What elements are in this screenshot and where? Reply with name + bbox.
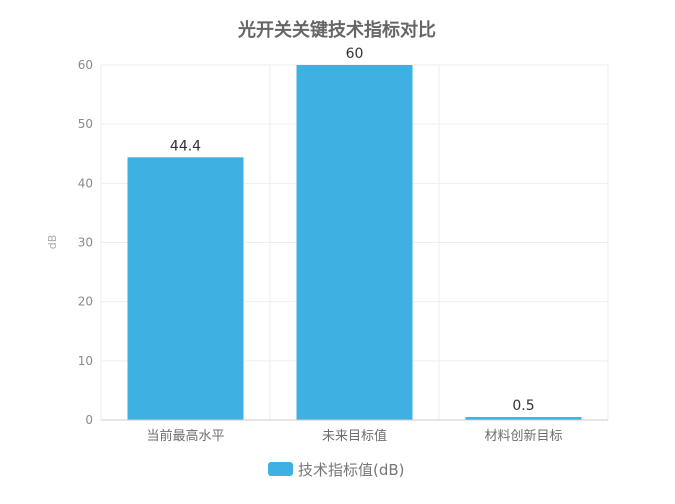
bar[interactable]: [127, 157, 244, 421]
y-tick-label: 50: [78, 117, 93, 131]
legend[interactable]: 技术指标值(dB): [268, 461, 405, 479]
x-tick-label: 未来目标值: [322, 428, 387, 444]
y-tick-label: 0: [85, 413, 93, 427]
legend-label[interactable]: 技术指标值(dB): [298, 461, 405, 479]
x-tick-label: 材料创新目标: [484, 428, 562, 444]
y-tick-label: 40: [78, 176, 93, 190]
y-tick-label: 30: [78, 236, 93, 250]
bar[interactable]: [296, 65, 413, 420]
y-tick-label: 10: [78, 354, 93, 368]
bar[interactable]: [465, 417, 582, 420]
y-tick-label: 60: [78, 58, 93, 72]
chart-title: 光开关关键技术指标对比: [237, 19, 436, 41]
labels: 44.4 60 0.5 0 10 20 30 40 50 60 当前最高水平 未来目标值 材料创新目标: [78, 46, 563, 444]
y-axis-label: dB: [46, 235, 59, 250]
bars: [127, 65, 582, 421]
data-label: 44.4: [170, 138, 201, 154]
data-label: 60: [346, 46, 364, 62]
x-tick-label: 当前最高水平: [146, 428, 224, 444]
y-tick-label: 20: [78, 295, 93, 309]
legend-swatch[interactable]: [268, 462, 293, 476]
data-label: 0.5: [512, 398, 534, 414]
